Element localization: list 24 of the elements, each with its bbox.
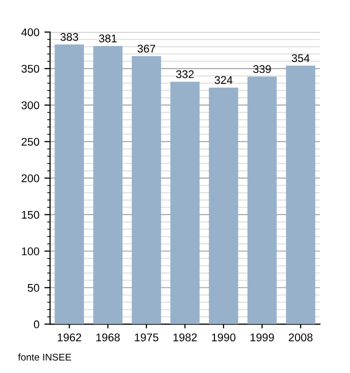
x-tick-label: 1962 [58, 333, 82, 342]
y-tick-label: 50 [28, 284, 40, 292]
y-tick-label: 200 [22, 174, 40, 182]
x-tick-label: 1990 [212, 333, 236, 342]
data-label: 367 [138, 44, 156, 53]
y-tick-label: 100 [22, 247, 40, 256]
data-label: 324 [214, 76, 232, 84]
data-label: 339 [253, 65, 271, 74]
y-tick-label: 400 [21, 28, 40, 36]
source-note: fonte INSEE [18, 353, 72, 361]
y-tick-label: 0 [34, 320, 40, 328]
x-tick-label: 1975 [134, 333, 158, 342]
x-tick-label: 1982 [173, 333, 197, 342]
data-label: 381 [99, 34, 117, 42]
data-label: 383 [60, 33, 78, 41]
y-tick-label: 300 [22, 101, 40, 110]
data-label: 354 [292, 54, 310, 62]
y-tick-label: 150 [22, 210, 40, 219]
y-tick-label: 350 [22, 64, 40, 73]
x-tick-label: 1968 [96, 333, 120, 342]
y-tick-label: 250 [22, 138, 40, 146]
x-tick-label: 1999 [250, 333, 274, 342]
data-label: 332 [176, 70, 194, 78]
x-tick-label: 2008 [288, 333, 312, 342]
